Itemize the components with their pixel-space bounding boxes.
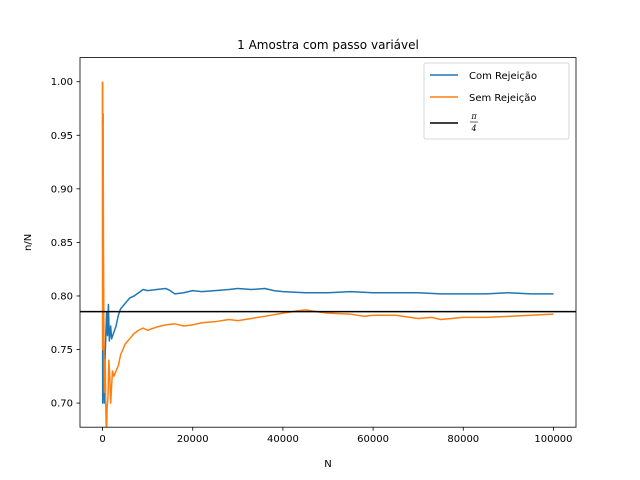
y-tick-label: 0.75 [51,345,73,356]
y-tick-label: 1.00 [51,77,73,88]
x-tick-label: 80000 [447,434,479,445]
legend-frame [423,62,570,140]
legend-label-pi-denominator: 4 [470,124,476,133]
series-line-com-rejeicao [101,81,554,404]
y-axis-ticks: 0.70 0.75 0.80 0.85 0.90 0.95 1.00 [51,77,80,410]
legend-label-pi-numerator: π [470,112,477,121]
x-tick-label: 20000 [177,434,209,445]
y-tick-label: 0.70 [51,399,73,410]
x-tick-label: 100000 [534,434,572,445]
y-tick-label: 0.90 [51,184,73,195]
y-tick-label: 0.80 [51,291,73,302]
y-tick-label: 0.95 [51,131,73,142]
x-axis-ticks: 0 20000 40000 60000 80000 100000 [99,427,573,445]
plot-lines [80,81,576,428]
x-tick-label: 40000 [267,434,299,445]
legend-label-sem-rejeicao: Sem Rejeição [469,93,537,104]
legend-label-com-rejeicao: Com Rejeição [469,71,537,82]
chart-title: 1 Amostra com passo variável [237,38,419,52]
y-axis-label: n/N [23,234,34,251]
x-axis-label: N [324,459,331,470]
legend: Com Rejeição Sem Rejeição π 4 [423,62,570,140]
x-tick-label: 60000 [357,434,389,445]
series-line-sem-rejeicao [101,81,554,428]
y-tick-label: 0.85 [51,238,73,249]
x-tick-label: 0 [99,434,105,445]
